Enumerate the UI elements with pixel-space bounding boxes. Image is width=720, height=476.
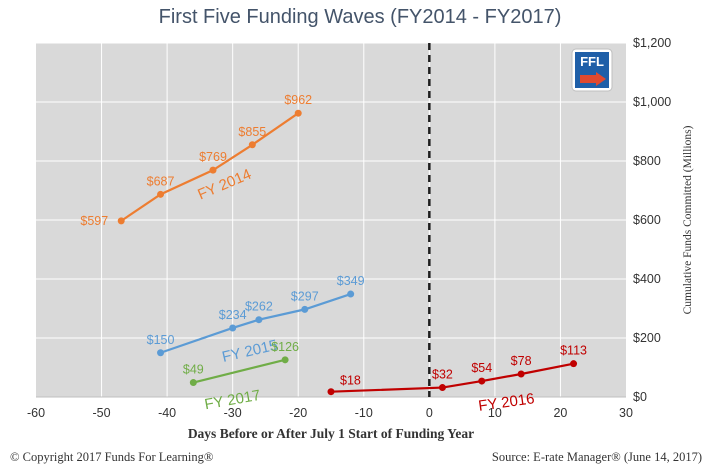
x-tick-label: -50 (93, 406, 111, 420)
y-tick-label: $200 (633, 331, 661, 345)
data-label: $349 (337, 274, 365, 288)
data-point (478, 377, 486, 385)
arrow-icon (580, 72, 606, 86)
x-tick-label: -20 (289, 406, 307, 420)
x-tick-label: -60 (27, 406, 45, 420)
logo-text: FFL (580, 54, 604, 69)
y-tick-label: $600 (633, 213, 661, 227)
data-label: $262 (245, 300, 273, 314)
x-tick-label: 10 (488, 406, 502, 420)
chart-title: First Five Funding Waves (FY2014 - FY201… (158, 6, 562, 28)
data-label: $769 (199, 150, 227, 164)
copyright-notice: © Copyright 2017 Funds For Learning® (10, 450, 214, 464)
data-label: $855 (238, 125, 266, 139)
data-point (347, 290, 355, 298)
y-tick-label: $400 (633, 272, 661, 286)
data-label: $234 (219, 308, 247, 322)
x-tick-label: -10 (355, 406, 373, 420)
series-line-fy-2017 (193, 358, 286, 384)
y-tick-label: $1,000 (633, 95, 671, 109)
data-point (327, 388, 335, 396)
source-note: Source: E-rate Manager® (June 14, 2017) (491, 450, 702, 464)
data-point (294, 109, 302, 117)
y-tick-label: $800 (633, 154, 661, 168)
data-point (157, 190, 165, 198)
x-tick-label: 30 (619, 406, 633, 420)
data-point (248, 141, 256, 149)
axes: -60 -50 -40 -30 -20 -10 0 10 20 30$0 $200 $400 $600 $… (27, 36, 694, 441)
data-point (189, 379, 197, 387)
x-tick-label: 0 (426, 406, 433, 420)
x-tick-label: 20 (553, 406, 567, 420)
x-axis-title: Days Before or After July 1 Start of Fun… (188, 426, 474, 441)
y-tick-label: $1,200 (633, 36, 671, 50)
data-label: $113 (560, 344, 587, 358)
data-label: $49 (183, 363, 204, 377)
data-point (209, 166, 217, 174)
data-point (255, 316, 263, 324)
data-label: $78 (511, 354, 532, 368)
data-label: $32 (432, 368, 453, 382)
data-point (517, 370, 525, 378)
x-tick-label: -40 (158, 406, 176, 420)
x-tick-label: -30 (224, 406, 242, 420)
gridlines (36, 42, 626, 397)
data-point (229, 324, 237, 332)
data-point (301, 305, 309, 313)
data-label: $687 (147, 174, 175, 188)
data-label: $962 (284, 93, 312, 107)
y-axis-title: Cumulative Funds Committed (Millions) (682, 125, 694, 314)
data-point (438, 384, 446, 392)
ffl-logo-icon: FFL (571, 48, 613, 92)
data-label: $150 (147, 333, 175, 347)
data-label: $126 (271, 340, 299, 354)
y-tick-label: $0 (633, 390, 647, 404)
data-point (157, 349, 165, 357)
data-point (281, 356, 289, 364)
data-label: $597 (80, 214, 108, 228)
data-point (117, 217, 125, 225)
data-label: $18 (340, 374, 361, 388)
data-point (570, 360, 578, 368)
data-label: $297 (291, 289, 319, 303)
data-label: $54 (471, 361, 492, 375)
